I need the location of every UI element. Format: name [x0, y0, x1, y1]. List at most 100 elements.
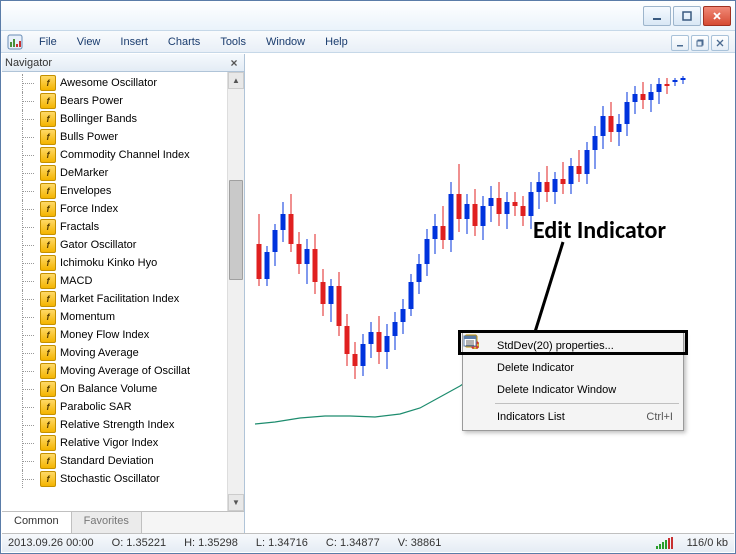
ctx-shortcut: Ctrl+I [646, 411, 681, 423]
list-icon [469, 408, 491, 426]
navigator-scrollbar[interactable]: ▲ ▼ [227, 72, 244, 511]
tree-label: Fractals [60, 221, 99, 233]
menu-insert[interactable]: Insert [110, 33, 158, 51]
tree-label: Commodity Channel Index [60, 149, 190, 161]
tree-label: Moving Average of Oscillat [60, 365, 190, 377]
tree-item[interactable]: f Market Facilitation Index [2, 290, 244, 308]
tree-label: DeMarker [60, 167, 108, 179]
status-open: O: 1.35221 [112, 537, 184, 549]
menu-view[interactable]: View [67, 33, 111, 51]
ctx-delwin[interactable]: Delete Indicator Window [465, 379, 681, 401]
tree-item[interactable]: f Momentum [2, 308, 244, 326]
scroll-up-icon[interactable]: ▲ [228, 72, 244, 89]
tree-item[interactable]: f Fractals [2, 218, 244, 236]
scroll-down-icon[interactable]: ▼ [228, 494, 244, 511]
indicator-icon: f [40, 255, 56, 271]
tree-label: Market Facilitation Index [60, 293, 179, 305]
indicator-icon: f [40, 75, 56, 91]
menubar: FileViewInsertChartsToolsWindowHelp [1, 31, 735, 53]
tree-label: Bears Power [60, 95, 123, 107]
tab-common[interactable]: Common [2, 512, 72, 533]
delwin-icon [469, 381, 491, 399]
navigator-tabs: Common Favorites [2, 511, 244, 533]
menu-charts[interactable]: Charts [158, 33, 210, 51]
menu-window[interactable]: Window [256, 33, 315, 51]
tree-item[interactable]: f Relative Strength Index [2, 416, 244, 434]
mdi-restore-button[interactable] [691, 35, 709, 51]
indicator-icon: f [40, 345, 56, 361]
status-volume: V: 38861 [398, 537, 460, 549]
ctx-props[interactable]: fStdDev(20) properties... [465, 335, 681, 357]
tree-item[interactable]: fBulls Power [2, 128, 244, 146]
ctx-label: Delete Indicator [497, 362, 681, 374]
tree-item[interactable]: fCommodity Channel Index [2, 146, 244, 164]
tree-label: Relative Vigor Index [60, 437, 158, 449]
indicator-icon: f [40, 363, 56, 379]
ctx-label: StdDev(20) properties... [497, 340, 681, 352]
tree-item[interactable]: fStandard Deviation [2, 452, 244, 470]
titlebar [1, 1, 735, 31]
indicator-icon: f [40, 273, 56, 289]
tree-item[interactable]: fDeMarker [2, 164, 244, 182]
navigator-close-icon[interactable]: × [227, 56, 241, 70]
mdi-close-button[interactable] [711, 35, 729, 51]
tree-label: Force Index [60, 203, 118, 215]
mdi-minimize-button[interactable] [671, 35, 689, 51]
tree-label: Ichimoku Kinko Hyo [60, 257, 157, 269]
statusbar: 2013.09.26 00:00 O: 1.35221 H: 1.35298 L… [2, 533, 734, 552]
context-menu: fStdDev(20) properties... f Delete Indicat… [462, 332, 684, 431]
tree-item[interactable]: fBears Power [2, 92, 244, 110]
tree-item[interactable]: fStochastic Oscillator [2, 470, 244, 488]
indicator-icon: f [40, 183, 56, 199]
tree-label: Gator Oscillator [60, 239, 136, 251]
tree-label: Relative Strength Index [60, 419, 174, 431]
indicator-icon: f [40, 201, 56, 217]
navigator-panel: Navigator × fAwesome OscillatorfBears Po… [2, 54, 245, 533]
tree-item[interactable]: f Force Index [2, 200, 244, 218]
maximize-button[interactable] [673, 6, 701, 26]
tree-item[interactable]: f Ichimoku Kinko Hyo [2, 254, 244, 272]
indicator-icon: f [40, 327, 56, 343]
scroll-thumb[interactable] [229, 180, 243, 280]
menu-file[interactable]: File [29, 33, 67, 51]
tree-label: Bollinger Bands [60, 113, 137, 125]
tree-item[interactable]: fEnvelopes [2, 182, 244, 200]
tree-item[interactable]: f Moving Average [2, 344, 244, 362]
indicator-icon: f [40, 291, 56, 307]
tree-label: Awesome Oscillator [60, 77, 157, 89]
tree-label: On Balance Volume [60, 383, 157, 395]
indicator-icon: f [40, 417, 56, 433]
tree-item[interactable]: f Relative Vigor Index [2, 434, 244, 452]
tree-item[interactable]: f Money Flow Index [2, 326, 244, 344]
tree-label: Moving Average [60, 347, 139, 359]
tree-item[interactable]: f Moving Average of Oscillat [2, 362, 244, 380]
tree-item[interactable]: fBollinger Bands [2, 110, 244, 128]
tree-item[interactable]: f Awesome Oscillator [2, 74, 244, 92]
tree-item[interactable]: f Gator Oscillator [2, 236, 244, 254]
menu-help[interactable]: Help [315, 33, 358, 51]
navigator-title: Navigator [5, 57, 52, 69]
chart-area[interactable]: Edit Indicator fStdDev(20) properties...… [245, 54, 734, 533]
tree-item[interactable]: f On Balance Volume [2, 380, 244, 398]
indicator-icon: f [40, 219, 56, 235]
indicator-icon: f [40, 309, 56, 325]
tree-label: Money Flow Index [60, 329, 149, 341]
del-icon: f [469, 359, 491, 377]
ctx-del[interactable]: f Delete Indicator [465, 357, 681, 379]
ctx-list[interactable]: Indicators ListCtrl+I [465, 406, 681, 428]
close-button[interactable] [703, 6, 731, 26]
tree-label: Stochastic Oscillator [60, 473, 160, 485]
indicator-icon: f [40, 237, 56, 253]
tab-favorites[interactable]: Favorites [72, 512, 142, 533]
tree-item[interactable]: fParabolic SAR [2, 398, 244, 416]
indicator-icon: f [40, 453, 56, 469]
minimize-button[interactable] [643, 6, 671, 26]
status-low: L: 1.34716 [256, 537, 326, 549]
menu-tools[interactable]: Tools [210, 33, 256, 51]
annotation-label: Edit Indicator [533, 216, 666, 245]
indicator-icon: f [40, 435, 56, 451]
tree-item[interactable]: fMACD [2, 272, 244, 290]
tree-label: Momentum [60, 311, 115, 323]
indicator-icon: f [40, 381, 56, 397]
ctx-label: Indicators List [497, 411, 646, 423]
